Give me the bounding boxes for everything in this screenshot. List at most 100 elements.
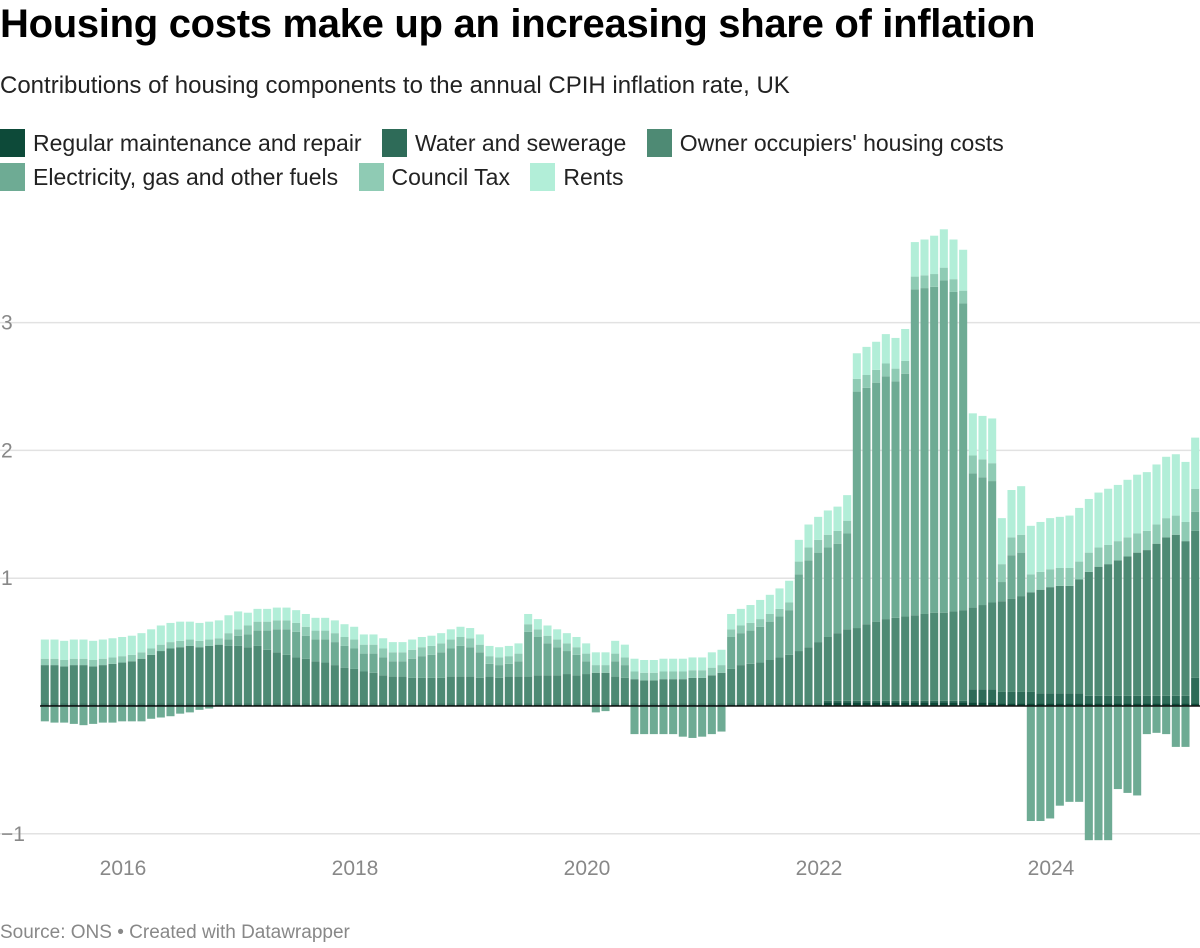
bar-segment — [707, 652, 716, 668]
bar-segment — [195, 703, 204, 705]
bar-segment — [1007, 598, 1016, 692]
bar-segment — [224, 615, 233, 634]
bar-segment — [727, 703, 736, 705]
bar-segment — [359, 671, 368, 704]
bar-segment — [1094, 695, 1103, 704]
bar-segment — [292, 622, 301, 632]
bar-segment — [843, 495, 852, 521]
bar-segment — [968, 413, 977, 456]
bar-segment — [843, 702, 852, 706]
bar-segment — [50, 706, 59, 723]
bar-segment — [814, 703, 823, 705]
bar-segment — [601, 703, 610, 705]
bar-segment — [959, 700, 968, 703]
bar-segment — [746, 663, 755, 704]
bar-segment — [1055, 516, 1064, 568]
bar-segment — [60, 706, 69, 723]
bar-segment — [930, 235, 939, 275]
bar-segment — [1133, 695, 1142, 704]
bar-segment — [243, 647, 252, 704]
bar-segment — [417, 647, 426, 657]
bar-segment — [1094, 703, 1103, 706]
bar-segment — [843, 700, 852, 703]
bar-segment — [640, 672, 649, 681]
bar-segment — [794, 703, 803, 705]
bar-segment — [466, 638, 475, 648]
bar-segment — [862, 700, 871, 703]
bar-segment — [582, 661, 591, 675]
bar-segment — [1123, 695, 1132, 704]
bar-segment — [804, 703, 813, 705]
bar-segment — [891, 381, 900, 618]
x-tick-label: 2020 — [564, 857, 611, 880]
bar-segment — [765, 659, 774, 704]
bar-segment — [234, 703, 243, 705]
bar-segment — [746, 622, 755, 631]
bar-segment — [1113, 484, 1122, 542]
bar-segment — [205, 645, 214, 704]
bar-segment — [137, 706, 146, 722]
bar-segment — [379, 638, 388, 649]
bar-segment — [79, 658, 88, 666]
bar-segment — [949, 611, 958, 701]
bar-segment — [872, 621, 881, 701]
bar-segment — [1036, 706, 1045, 822]
legend-swatch — [0, 129, 25, 157]
bar-segment — [1181, 521, 1190, 542]
bar-segment — [601, 706, 610, 712]
bar-segment — [127, 635, 136, 655]
bar-segment — [369, 703, 378, 705]
bar-segment — [833, 543, 842, 634]
bar-segment — [659, 671, 668, 680]
bar-segment — [727, 636, 736, 669]
bar-segment — [775, 588, 784, 609]
bar-segment — [785, 654, 794, 704]
bar-segment — [1191, 530, 1200, 678]
bar-segment — [785, 703, 794, 705]
bar-segment — [765, 613, 774, 622]
bar-segment — [640, 680, 649, 704]
bar-segment — [659, 658, 668, 672]
bar-segment — [1181, 695, 1190, 704]
legend-swatch — [381, 129, 407, 157]
bar-segment — [234, 635, 243, 646]
bar-segment — [659, 703, 668, 705]
bar-segment — [1104, 488, 1113, 545]
bar-segment — [678, 706, 687, 737]
bar-segment — [765, 703, 774, 705]
bar-segment — [630, 671, 639, 680]
bar-segment — [572, 703, 581, 705]
bar-segment — [456, 645, 465, 677]
bar-segment — [785, 610, 794, 655]
bar-segment — [901, 360, 910, 374]
bar-segment — [1026, 592, 1035, 692]
bar-segment — [311, 617, 320, 631]
bar-segment — [495, 647, 504, 658]
bar-segment — [1191, 511, 1200, 531]
bar-segment — [301, 635, 310, 659]
bar-segment — [543, 625, 552, 636]
bar-segment — [437, 703, 446, 705]
bar-segment — [176, 621, 185, 641]
bar-segment — [1065, 585, 1074, 694]
bar-segment — [678, 679, 687, 704]
legend-label: Electricity, gas and other fuels — [33, 164, 339, 190]
bar-segment — [1152, 703, 1161, 706]
bar-segment — [398, 652, 407, 662]
bar-segment — [533, 636, 542, 676]
bar-segment — [659, 679, 668, 704]
bar-segment — [649, 659, 658, 673]
bar-segment — [736, 633, 745, 666]
bar-segment — [756, 703, 765, 705]
bar-segment — [475, 677, 484, 704]
bar-segment — [176, 640, 185, 648]
bar-segment — [814, 516, 823, 540]
bar-segment — [823, 510, 832, 535]
bar-segment — [359, 644, 368, 654]
bar-segment — [524, 703, 533, 705]
bar-segment — [350, 703, 359, 705]
bar-segment — [572, 654, 581, 676]
bar-segment — [1113, 560, 1122, 696]
bar-segment — [427, 635, 436, 646]
bar-segment — [330, 642, 339, 666]
